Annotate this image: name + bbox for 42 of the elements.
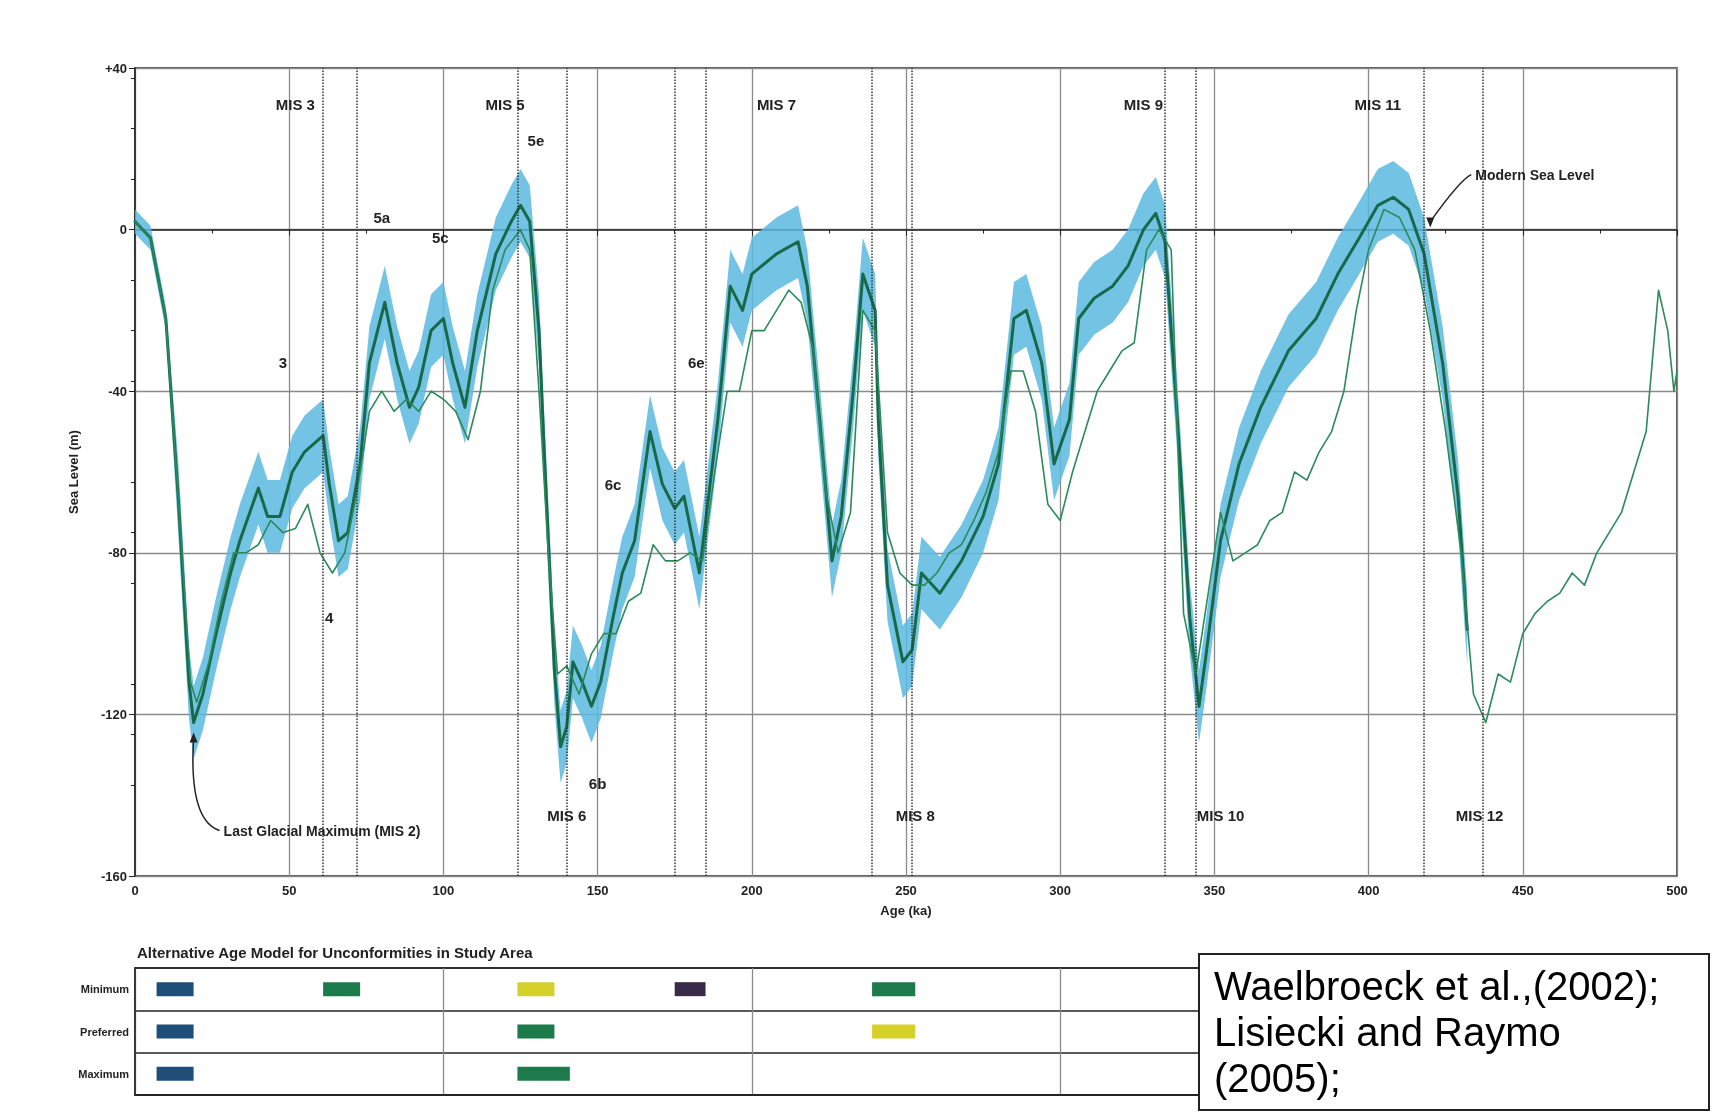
x-axis-title: Age (ka) bbox=[880, 903, 932, 918]
annotation: Waelbroeck et al.,(2002); Lisiecki and Raymo (2005); bbox=[1198, 953, 1710, 1111]
annotation: 5e bbox=[527, 132, 545, 150]
x-tick-label: 500 bbox=[1666, 883, 1688, 898]
x-tick-label: 150 bbox=[586, 883, 609, 898]
annotation: MIS 11 bbox=[1354, 95, 1402, 113]
y-tick-label: -160 bbox=[100, 868, 127, 884]
y-tick-label: Preferred bbox=[80, 1025, 129, 1038]
y-tick-label: +40 bbox=[104, 60, 127, 76]
annotation: MIS 7 bbox=[756, 95, 797, 113]
annotation: MIS 10 bbox=[1196, 806, 1245, 824]
y-axis-title: Sea Level (m) bbox=[66, 430, 81, 514]
x-tick-label: 300 bbox=[1049, 883, 1072, 898]
x-tick-label: 400 bbox=[1357, 883, 1380, 898]
y-tick-label: -40 bbox=[108, 383, 127, 399]
y-tick-label: -120 bbox=[100, 706, 127, 722]
annotation: MIS 12 bbox=[1455, 806, 1504, 824]
annotation: 3 bbox=[278, 354, 288, 372]
x-tick-label: 250 bbox=[895, 883, 917, 898]
annotation: MIS 6 bbox=[547, 806, 587, 824]
annotation: 6e bbox=[687, 354, 705, 372]
y-tick-label: Minimum bbox=[80, 983, 130, 996]
x-tick-label: 350 bbox=[1203, 883, 1226, 898]
annotation: 5a bbox=[373, 208, 391, 226]
y-tick-label: 0 bbox=[119, 222, 127, 238]
y-tick-label: -80 bbox=[108, 545, 127, 561]
x-tick-label: 100 bbox=[432, 883, 455, 898]
annotation: 5c bbox=[431, 229, 449, 247]
annotation: MIS 9 bbox=[1123, 95, 1164, 113]
annotation: Last Glacial Maximum (MIS 2) bbox=[223, 822, 421, 839]
annotation: 4 bbox=[325, 608, 335, 626]
annotation: 6c bbox=[604, 475, 622, 493]
annotation: MIS 8 bbox=[895, 806, 935, 824]
annotation: Modern Sea Level bbox=[1475, 166, 1595, 183]
x-tick-label: 50 bbox=[281, 883, 297, 898]
chart-title: Alternative Age Model for Unconformities in Study Area bbox=[137, 944, 534, 961]
x-tick-label: 450 bbox=[1511, 883, 1534, 898]
annotation: MIS 3 bbox=[275, 95, 315, 113]
y-tick-label: Maximum bbox=[78, 1067, 130, 1080]
x-tick-label: 200 bbox=[740, 883, 763, 898]
annotation: 6b bbox=[588, 774, 607, 792]
annotation: MIS 5 bbox=[485, 95, 525, 113]
